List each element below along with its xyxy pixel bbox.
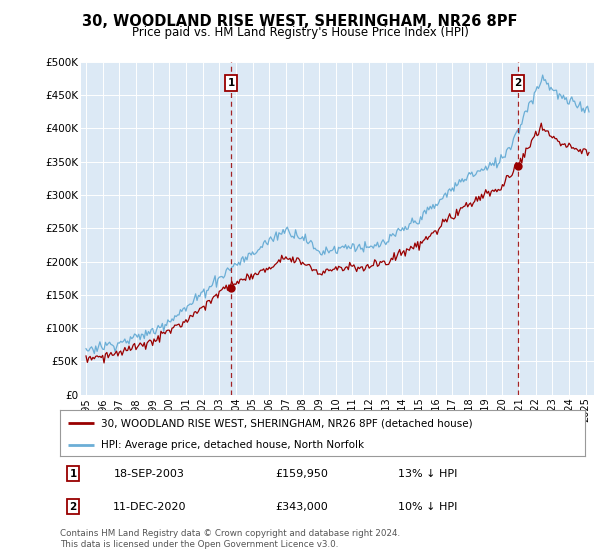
Text: 18-SEP-2003: 18-SEP-2003 <box>114 469 185 479</box>
Text: £343,000: £343,000 <box>275 502 328 512</box>
Text: 1: 1 <box>70 469 77 479</box>
Text: Contains HM Land Registry data © Crown copyright and database right 2024.
This d: Contains HM Land Registry data © Crown c… <box>60 529 400 549</box>
Text: 2: 2 <box>515 78 522 88</box>
Text: 13% ↓ HPI: 13% ↓ HPI <box>398 469 457 479</box>
Text: 1: 1 <box>227 78 235 88</box>
Text: HPI: Average price, detached house, North Norfolk: HPI: Average price, detached house, Nort… <box>101 440 364 450</box>
Text: 30, WOODLAND RISE WEST, SHERINGHAM, NR26 8PF (detached house): 30, WOODLAND RISE WEST, SHERINGHAM, NR26… <box>101 418 473 428</box>
Text: 10% ↓ HPI: 10% ↓ HPI <box>398 502 457 512</box>
Text: 11-DEC-2020: 11-DEC-2020 <box>113 502 186 512</box>
Text: £159,950: £159,950 <box>275 469 328 479</box>
Text: Price paid vs. HM Land Registry's House Price Index (HPI): Price paid vs. HM Land Registry's House … <box>131 26 469 39</box>
Text: 2: 2 <box>70 502 77 512</box>
Text: 30, WOODLAND RISE WEST, SHERINGHAM, NR26 8PF: 30, WOODLAND RISE WEST, SHERINGHAM, NR26… <box>82 14 518 29</box>
